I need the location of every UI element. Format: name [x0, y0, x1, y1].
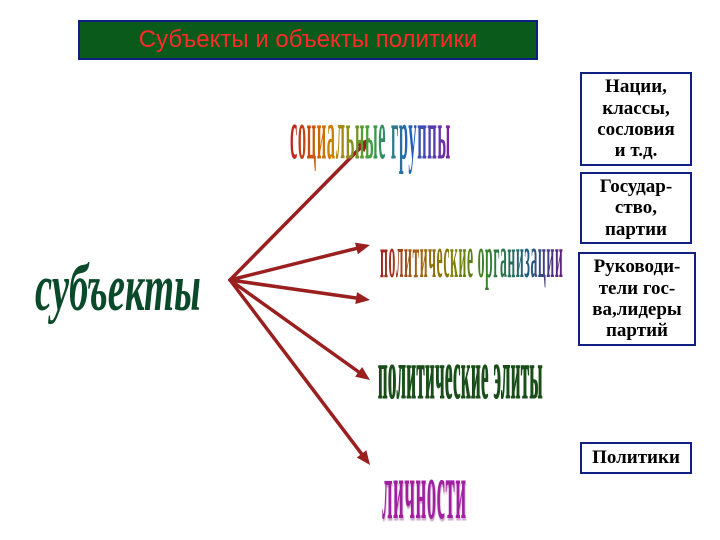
side-box-2: Руководи-тели гос-ва,лидерыпартий [578, 252, 696, 346]
branch-label-0: социальные группы [290, 96, 451, 178]
branch-label-1: политические организации [380, 226, 563, 293]
side-box-1: Государ-ство,партии [580, 172, 692, 244]
side-box-3: Политики [580, 442, 692, 474]
root-label: субъекты [35, 251, 201, 328]
side-box-0: Нации,классы,сословияи т.д. [580, 72, 692, 166]
title-text: Субъекты и объекты политики [139, 26, 478, 54]
branch-label-2: политические элиты [378, 336, 543, 418]
branch-label-3: личности [382, 448, 467, 539]
title-bar: Субъекты и объекты политики [78, 20, 538, 60]
